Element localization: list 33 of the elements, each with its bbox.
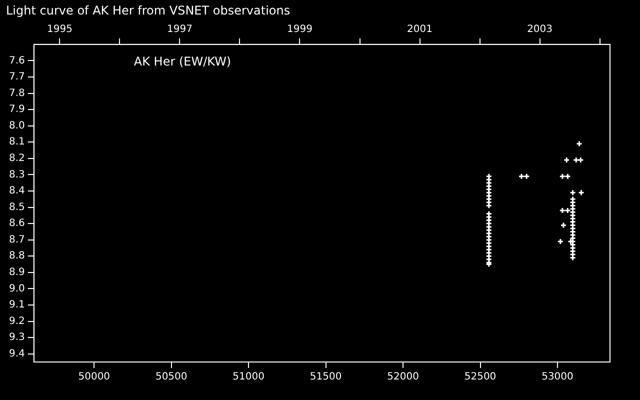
y-tick-label: 8.1	[8, 136, 25, 148]
x-tick-label: 50500	[155, 372, 188, 383]
y-tick-label: 8.3	[8, 169, 25, 180]
y-tick-label: 8.5	[8, 202, 25, 213]
x2-tick-label: 1997	[167, 24, 192, 35]
x2-tick-label: 1999	[287, 24, 312, 35]
y-tick-label: 8.4	[8, 186, 25, 197]
y-tick-label: 7.6	[8, 55, 25, 66]
y-tick-label: 9.2	[8, 316, 25, 327]
x-tick-label: 50000	[78, 372, 110, 383]
y-tick-label: 9.1	[8, 300, 25, 311]
x-tick-label: 53000	[542, 372, 574, 383]
y-tick-label: 9.0	[8, 283, 25, 294]
y-tick-label: 8.0	[8, 120, 25, 132]
x2-tick-label: 1995	[46, 24, 72, 35]
x-tick-label: 52000	[387, 372, 419, 383]
y-tick-label: 8.6	[8, 218, 25, 230]
x2-tick-label: 2003	[527, 24, 553, 35]
y-tick-label: 7.8	[8, 88, 25, 99]
x-tick-label: 51500	[310, 372, 342, 383]
y-tick-label: 7.7	[8, 72, 25, 83]
y-tick-label: 9.4	[8, 348, 25, 360]
annotation: AK Her (EW/KW)	[134, 54, 232, 69]
y-tick-label: 8.2	[8, 153, 25, 164]
x-tick-label: 51000	[232, 372, 264, 383]
y-tick-label: 8.8	[8, 250, 25, 262]
y-tick-label: 9.3	[8, 332, 25, 344]
y-tick-label: 7.9	[8, 104, 25, 116]
y-tick-label: 8.7	[8, 234, 25, 246]
y-tick-label: 8.9	[8, 267, 25, 278]
x-tick-label: 52500	[464, 372, 496, 383]
x2-tick-label: 2001	[407, 24, 432, 35]
chart-title: Light curve of AK Her from VSNET observations	[6, 3, 290, 18]
